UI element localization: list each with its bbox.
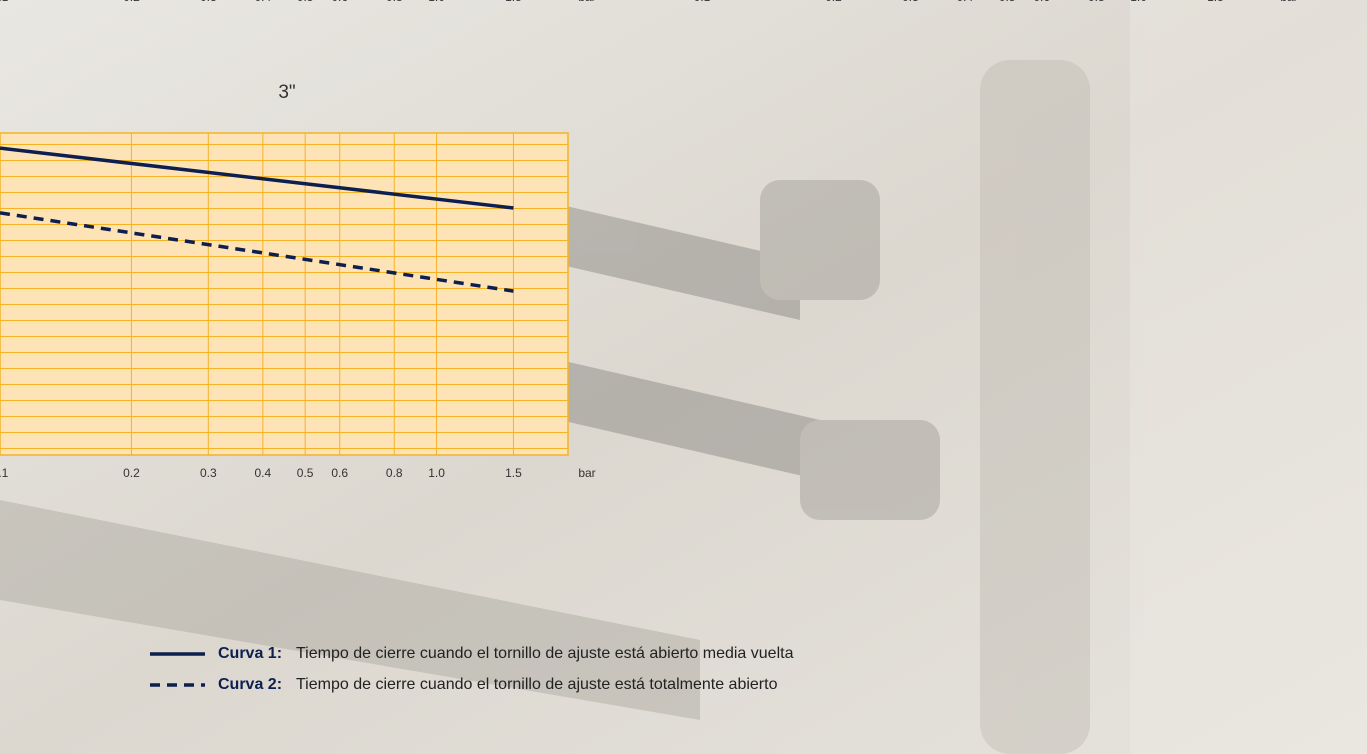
x-tick-label: 0.2 (825, 0, 842, 4)
x-tick-label: 0.4 (255, 466, 272, 480)
x-tick-label: 0.3 (200, 466, 217, 480)
legend-name: Curva 1: (218, 645, 282, 662)
x-tick-label: 0.3 (200, 0, 217, 4)
legend-description: Tiempo de cierre cuando el tornillo de a… (296, 676, 778, 693)
x-tick-label: 0.6 (331, 466, 348, 480)
series-line (0, 146, 514, 210)
x-axis-label: bar (578, 0, 595, 4)
legend-description: Tiempo de cierre cuando el tornillo de a… (296, 645, 794, 662)
x-tick-label: 0.4 (957, 0, 974, 4)
x-axis-label: bar (1280, 0, 1297, 4)
x-tick-label: 0.6 (1033, 0, 1050, 4)
x-tick-label: 1.0 (428, 0, 445, 4)
x-tick-label: 1.5 (1207, 0, 1224, 4)
x-tick-label: 0.5 (297, 466, 314, 480)
plot-border (0, 132, 569, 456)
grid-pattern (0, 133, 568, 455)
x-tick-label: 0.4 (255, 0, 272, 4)
x-tick-label: 0.2 (123, 466, 140, 480)
chart-title: 3" (278, 82, 295, 103)
x-tick-label: 1.0 (1130, 0, 1147, 4)
x-tick-label: 0.5 (999, 0, 1016, 4)
x-tick-label: 0.5 (297, 0, 314, 4)
x-tick-label: 0.2 (123, 0, 140, 4)
x-tick-label: 0.1 (0, 0, 9, 4)
x-tick-label: 1.5 (505, 0, 522, 4)
x-tick-label: 0.8 (1088, 0, 1105, 4)
x-axis-label: bar (578, 466, 595, 480)
x-tick-label: 0.1 (694, 0, 711, 4)
series-line (0, 211, 514, 293)
x-tick-label: 0.8 (386, 466, 403, 480)
x-tick-label: 0.8 (386, 0, 403, 4)
x-tick-label: 0.6 (331, 0, 348, 4)
x-tick-label: 1.0 (428, 466, 445, 480)
x-tick-label: 0.3 (902, 0, 919, 4)
x-tick-label: 1.5 (505, 466, 522, 480)
legend-name: Curva 2: (218, 676, 282, 693)
x-tick-label: 0.1 (0, 466, 9, 480)
